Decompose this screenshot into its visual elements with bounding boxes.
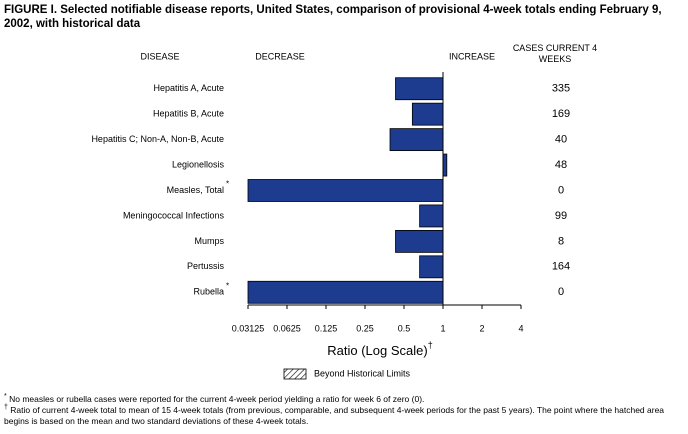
cases-value: 164	[552, 261, 570, 273]
decrease-label: DECREASE	[255, 51, 305, 61]
chart-title: FIGURE I. Selected notifiable disease re…	[4, 4, 662, 30]
bar	[389, 128, 444, 152]
bar	[411, 102, 444, 126]
footnote-mark: *	[4, 393, 7, 400]
cases-value: 0	[558, 184, 564, 196]
category-label: Meningococcal Infections	[123, 210, 225, 220]
footnote: † Ratio of current 4-week total to mean …	[4, 402, 684, 427]
category-mark: *	[226, 281, 229, 290]
bar	[247, 280, 444, 304]
cases-value: 0	[558, 286, 564, 298]
x-tick-label: 2	[479, 323, 484, 333]
cases-header: CASES CURRENT 4 WEEKS	[512, 43, 598, 64]
category-label: Legionellosis	[172, 159, 225, 169]
bar	[419, 255, 444, 279]
category-header: DISEASE	[140, 51, 179, 61]
bar	[247, 179, 444, 202]
footnote: * No measles or rubella cases were repor…	[4, 391, 684, 405]
category-label: Hepatitis A, Acute	[153, 83, 224, 93]
cases-value: 8	[558, 235, 564, 247]
legend-label: Beyond Historical Limits	[314, 368, 411, 378]
category-label: Hepatitis C; Non-A, Non-B, Acute	[91, 134, 224, 144]
increase-label: INCREASE	[449, 51, 495, 61]
footnote-text: Ratio of current 4-week total to mean of…	[4, 404, 665, 426]
x-axis-label-text: Ratio (Log Scale)	[327, 343, 427, 358]
x-axis-label-mark: †	[428, 340, 433, 350]
bar	[419, 204, 444, 228]
cases-value: 40	[555, 134, 567, 146]
x-tick-label: 1	[440, 323, 445, 333]
x-tick-label: 0.0625	[273, 323, 301, 333]
cases-value: 335	[552, 83, 570, 95]
cases-value: 169	[552, 108, 570, 120]
category-label: Pertussis	[187, 261, 225, 271]
cases-value: 48	[555, 159, 567, 171]
x-tick-label: 0.25	[356, 323, 374, 333]
category-label: Rubella	[193, 287, 224, 297]
cases-value: 99	[555, 210, 567, 222]
legend-swatch	[283, 368, 307, 380]
x-tick-label: 0.5	[398, 323, 411, 333]
x-tick-label: 0.125	[315, 323, 338, 333]
bar	[395, 77, 444, 101]
bar	[395, 229, 444, 253]
x-axis-label: Ratio (Log Scale)†	[327, 340, 432, 358]
footnote-text: No measles or rubella cases were reporte…	[9, 393, 425, 404]
category-mark: *	[226, 180, 229, 189]
x-tick-label: 0.03125	[232, 323, 265, 333]
bar	[442, 153, 448, 177]
x-tick-label: 4	[518, 323, 523, 333]
category-label: Measles, Total	[167, 185, 224, 195]
footnote-mark: †	[4, 404, 8, 411]
category-label: Hepatitis B, Acute	[153, 109, 224, 119]
category-label: Mumps	[194, 236, 224, 246]
